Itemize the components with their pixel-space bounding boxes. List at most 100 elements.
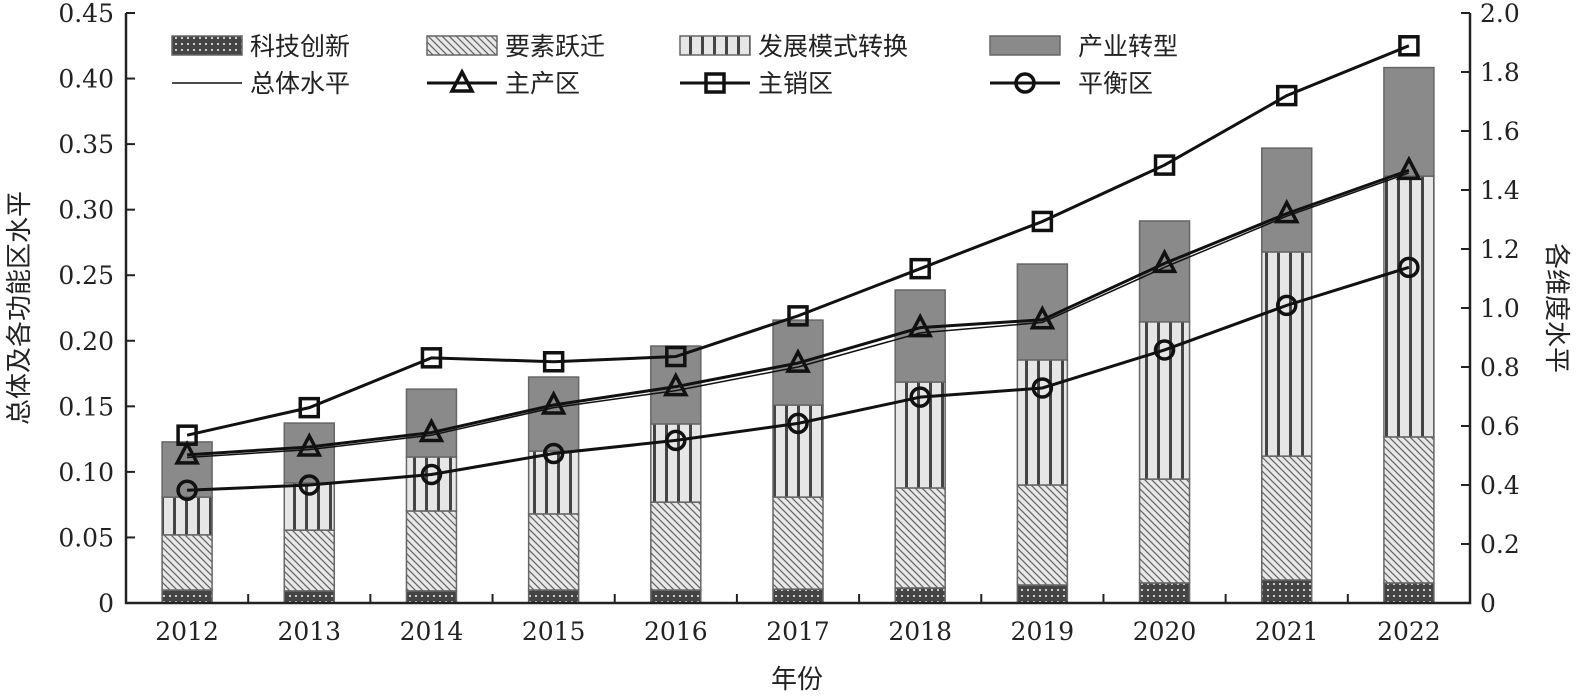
circle-marker-2016 (665, 429, 687, 452)
square-marker-2017 (787, 305, 809, 327)
left-tick-label: 0.20 (58, 327, 114, 356)
left-tick-label: 0.35 (58, 130, 114, 159)
circle-marker-2015 (542, 442, 565, 465)
bar-solid-2013 (283, 422, 336, 484)
bar-checker-2014 (405, 590, 458, 604)
x-tick-label: 2022 (1377, 617, 1441, 646)
line-triangle (186, 168, 1410, 457)
bar-diagonal-2021 (1260, 455, 1313, 581)
legend-swatch-solid (989, 35, 1061, 56)
triangle-marker-2015 (540, 390, 567, 415)
bars-layer (161, 66, 1435, 604)
line-overall (187, 172, 1410, 459)
triangle-marker-2016 (662, 371, 689, 397)
square-marker-2018 (909, 257, 931, 280)
bar-checker-2021 (1260, 579, 1313, 604)
left-tick-label: 0.30 (58, 196, 114, 225)
triangle-marker-2018 (907, 312, 934, 338)
lines-layer (174, 35, 1422, 501)
left-tick-label: 0.25 (58, 261, 114, 290)
square-marker-2020 (1153, 154, 1176, 176)
circle-marker-2021 (1275, 294, 1298, 317)
x-tick-label: 2013 (277, 617, 341, 646)
bar-vertical-2022 (1383, 175, 1435, 438)
square-marker-2022 (1398, 35, 1420, 57)
right-tick-label: 1.6 (1480, 117, 1520, 146)
bar-vertical-2013 (283, 482, 336, 531)
bar-diagonal-2016 (650, 501, 702, 591)
x-axis-title: 年份 (771, 665, 823, 695)
legend-label: 要素跃迁 (505, 32, 605, 61)
bar-vertical-2019 (1016, 359, 1069, 486)
left-tick-label: 0.40 (58, 65, 114, 94)
bar-checker-2019 (1016, 584, 1069, 604)
bar-vertical-2021 (1260, 251, 1313, 457)
bar-checker-2015 (527, 589, 580, 604)
right-tick-label: 0.8 (1480, 353, 1520, 382)
legend-swatch-diagonal (426, 35, 498, 56)
right-tick-label: 1.2 (1480, 235, 1520, 264)
legend-triangle-marker (449, 68, 475, 93)
triangle-marker-2013 (296, 432, 323, 457)
legend-label: 科技创新 (250, 32, 350, 61)
bar-diagonal-2012 (161, 534, 213, 591)
bar-diagonal-2019 (1016, 484, 1069, 586)
left-tick-label: 0.05 (58, 523, 114, 552)
circle-marker-2017 (787, 412, 809, 435)
bar-vertical-2012 (161, 496, 213, 536)
bar-diagonal-2020 (1138, 478, 1191, 584)
circle-marker-2019 (1031, 377, 1054, 399)
bar-diagonal-2018 (894, 487, 946, 589)
axes-layer: 0 0.05 0.10 0.15 0.20 0.25 0.30 0.35 0.40 0.45 0 0.… (58, 0, 1519, 646)
legend-circle-marker (1014, 72, 1036, 94)
legend-label: 平衡区 (1078, 69, 1153, 98)
legend-square-marker (704, 72, 726, 94)
legend-label: 发展模式转换 (758, 32, 908, 61)
legend-label: 产业转型 (1078, 32, 1178, 61)
square-marker-2019 (1031, 210, 1054, 233)
x-tick-label: 2019 (1011, 617, 1075, 646)
triangle-marker-2014 (418, 417, 445, 443)
bar-solid-2016 (650, 345, 702, 425)
triangle-marker-2021 (1273, 198, 1300, 224)
bar-checker-2017 (772, 588, 824, 604)
x-tick-label: 2017 (766, 617, 830, 646)
bar-diagonal-2022 (1383, 436, 1435, 584)
square-marker-2013 (298, 396, 321, 419)
line-circle (187, 265, 1410, 492)
bar-vertical-2016 (650, 423, 702, 503)
right-tick-label: 0.4 (1480, 471, 1520, 500)
bar-vertical-2020 (1138, 321, 1191, 480)
bar-checker-2013 (283, 590, 336, 604)
x-tick-label: 2016 (644, 617, 708, 646)
bar-diagonal-2017 (772, 496, 824, 590)
triangle-marker-2022 (1396, 155, 1422, 181)
triangle-marker-2012 (174, 440, 200, 465)
circle-marker-2013 (298, 474, 321, 496)
circle-marker-2012 (176, 479, 198, 501)
left-tick-label: 0.15 (58, 392, 114, 421)
square-marker-2015 (542, 351, 565, 373)
bar-checker-2018 (894, 587, 946, 604)
bar-checker-2012 (161, 589, 213, 604)
x-tick-label: 2018 (888, 617, 952, 646)
right-tick-label: 0 (1480, 589, 1496, 618)
x-tick-label: 2021 (1255, 617, 1319, 646)
circle-marker-2014 (420, 463, 443, 486)
left-tick-label: 0.45 (58, 0, 114, 28)
bar-diagonal-2015 (527, 513, 580, 591)
square-marker-2014 (420, 347, 443, 369)
right-axis-title: 各维度水平 (1541, 243, 1571, 373)
bar-diagonal-2013 (283, 529, 336, 592)
legend-swatch-checker (171, 35, 243, 56)
right-tick-label: 0.2 (1480, 530, 1520, 559)
right-tick-label: 1.8 (1480, 58, 1520, 87)
x-tick-label: 2015 (522, 617, 586, 646)
square-marker-2016 (665, 345, 687, 368)
left-tick-label: 0.10 (58, 458, 114, 487)
bar-checker-2020 (1138, 582, 1191, 604)
square-marker-2012 (176, 424, 198, 446)
legend-swatch-vertical (679, 35, 751, 56)
square-marker-2021 (1275, 84, 1298, 107)
